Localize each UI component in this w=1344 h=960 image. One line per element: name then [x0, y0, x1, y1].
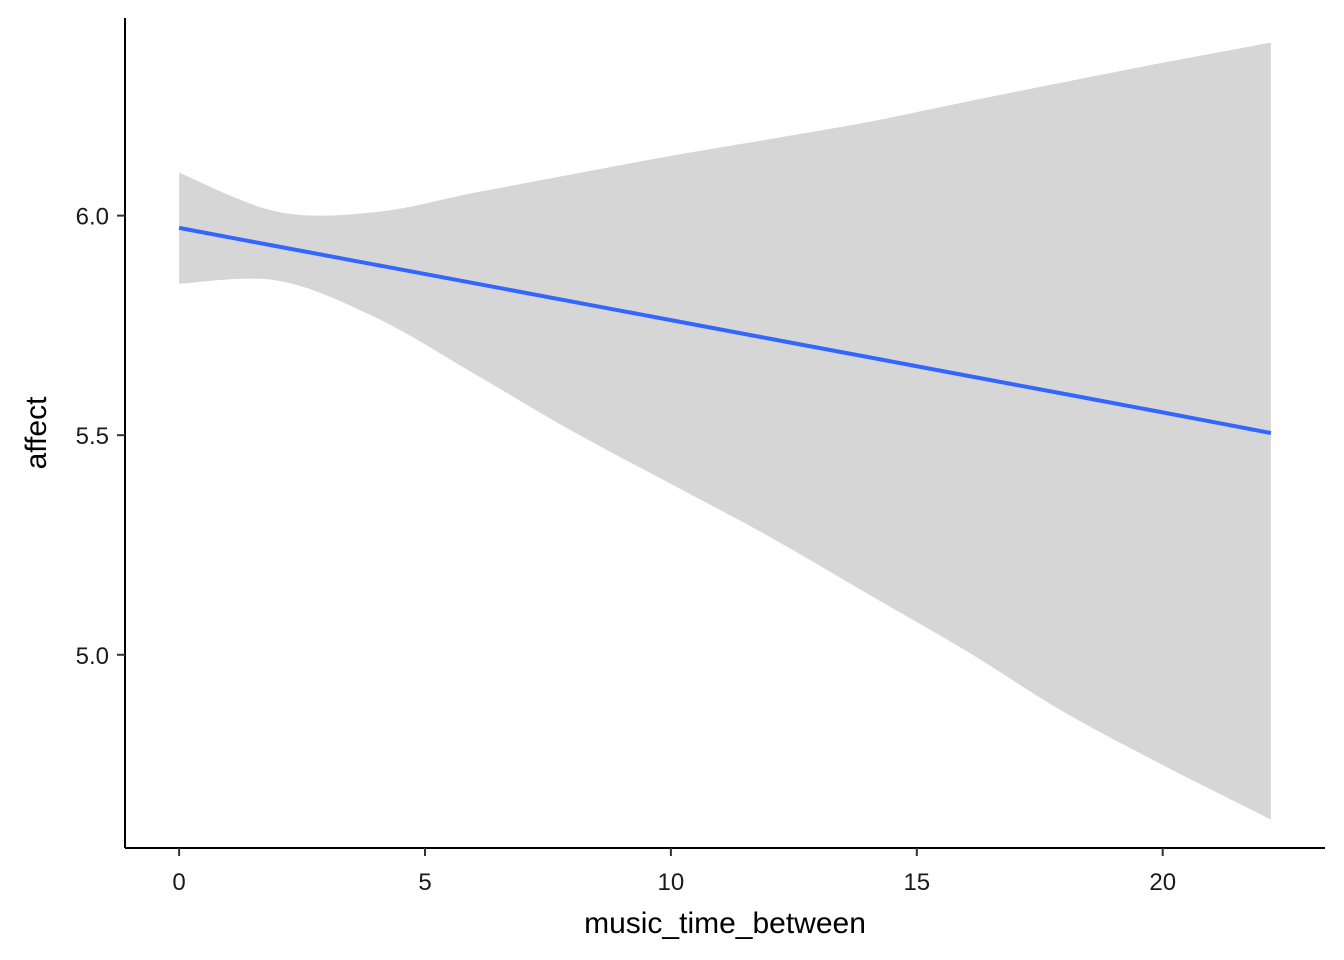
x-tick-label: 5 — [418, 869, 431, 896]
y-axis-title: affect — [20, 396, 53, 469]
y-axis-ticks: 5.0 5.5 6.0 — [76, 204, 125, 670]
x-axis-ticks: 0 5 10 15 20 — [172, 848, 1176, 896]
x-tick-label: 10 — [658, 869, 685, 896]
y-tick-label: 5.0 — [76, 643, 109, 670]
y-tick-label: 5.5 — [76, 423, 109, 450]
x-axis-title: music_time_between — [584, 907, 866, 940]
x-tick-label: 15 — [903, 869, 930, 896]
x-tick-label: 0 — [172, 869, 185, 896]
y-tick-label: 6.0 — [76, 204, 109, 231]
fit-line — [178, 225, 1272, 435]
confidence-band — [179, 42, 1271, 820]
x-tick-label: 20 — [1149, 869, 1176, 896]
